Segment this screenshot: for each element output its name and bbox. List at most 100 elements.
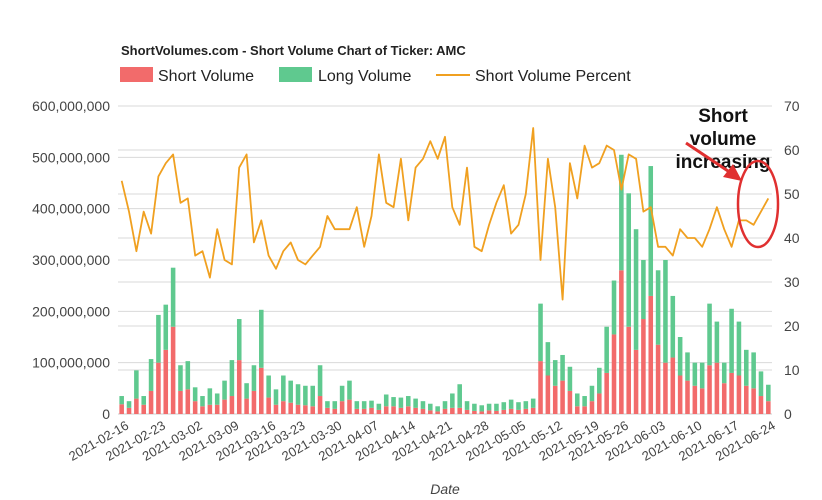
short-volume-bar [494, 410, 499, 414]
short-volume-bar [604, 372, 609, 414]
annotation: Short volume increasing [675, 106, 780, 249]
long-volume-bar [266, 375, 271, 398]
short-volume-bar [508, 408, 514, 414]
short-volume-bar [574, 406, 580, 414]
short-volume-bar [141, 404, 146, 414]
long-volume-bar [207, 388, 213, 405]
short-volume-bar [156, 362, 161, 414]
short-volume-bar [273, 404, 279, 414]
short-volume-bar [450, 407, 455, 414]
short-volume-bar [163, 349, 169, 414]
short-volume-bar [758, 396, 764, 414]
long-volume-bar [259, 309, 264, 368]
long-volume-bar [273, 389, 279, 405]
long-volume-bar [156, 314, 161, 363]
long-volume-bar [523, 401, 529, 409]
long-volume-bar [310, 385, 316, 407]
short-volume-bar [582, 406, 587, 414]
long-volume-bar [435, 406, 440, 412]
short-volume-bar [552, 385, 558, 414]
short-volume-bar [677, 375, 683, 414]
short-volume-bar [354, 408, 360, 414]
long-volume-bar [619, 154, 624, 271]
long-volume-bar [148, 359, 154, 391]
short-volume-bar [339, 401, 345, 414]
long-volume-bar [655, 270, 661, 345]
long-volume-bar [178, 365, 183, 391]
long-volume-bar [530, 398, 536, 408]
short-volume-bar [670, 357, 676, 414]
short-volume-bar [435, 411, 440, 414]
y-tick-label-right: 60 [784, 142, 800, 158]
legend-label-short-volume: Short Volume [158, 68, 254, 85]
long-volume-bar [222, 380, 227, 400]
short-volume-bar [663, 362, 668, 414]
short-volume-bar [685, 380, 690, 414]
long-volume-bar [192, 387, 198, 402]
long-volume-bar [552, 360, 558, 386]
y-axis-left: 0 100,000,000 200,000,000 300,000,000 400,00… [32, 98, 110, 422]
short-volume-bar [472, 410, 477, 414]
short-volume-bar [369, 407, 374, 414]
short-volume-bar [530, 407, 536, 414]
long-volume-bar [126, 401, 132, 408]
legend-label-long-volume: Long Volume [318, 68, 412, 85]
long-volume-bar [428, 403, 433, 411]
long-volume-bar [244, 383, 249, 399]
short-volume-bar [428, 410, 433, 414]
short-volume-bar [442, 408, 448, 414]
long-volume-bar [251, 365, 257, 391]
long-volume-bar [721, 362, 727, 384]
y-tick-label-right: 0 [784, 406, 792, 422]
long-volume-bar [200, 396, 205, 407]
short-volume-bar [611, 334, 617, 414]
long-volume-bar [699, 362, 705, 389]
short-volume-bar [134, 398, 139, 414]
short-volume-bar [383, 406, 389, 414]
long-volume-bar [464, 401, 470, 410]
short-volume-bar [744, 385, 749, 414]
long-volume-bar [508, 399, 514, 409]
long-volume-bar [611, 280, 617, 335]
short-volume-bar [721, 383, 727, 414]
short-volume-bar [405, 406, 411, 414]
short-volume-bar [391, 406, 396, 414]
annotation-arrow-head [723, 164, 742, 181]
short-volume-bar [699, 388, 705, 414]
short-volume-bar [251, 390, 257, 414]
short-volume-bar [295, 404, 301, 414]
percent-line-layer [120, 127, 770, 301]
long-volume-bar [281, 375, 286, 402]
y-tick-label-left: 500,000,000 [32, 149, 110, 165]
short-volume-bar [648, 295, 654, 414]
short-volume-bar [192, 401, 198, 414]
long-volume-bar [633, 229, 639, 350]
short-volume-bar [178, 390, 183, 414]
long-volume-bar [119, 396, 124, 405]
long-volume-bar [744, 349, 749, 386]
long-volume-bar [626, 193, 631, 327]
long-volume-bar [729, 308, 734, 373]
short-volume-bar [259, 367, 264, 414]
long-volume-bar [295, 384, 301, 405]
short-volume-bar [523, 408, 529, 414]
long-volume-bar [648, 166, 654, 296]
long-volume-bar [736, 321, 742, 376]
long-volume-bar [420, 401, 426, 409]
long-volume-bar [354, 401, 360, 409]
gridlines [118, 105, 772, 415]
long-volume-bar [332, 401, 338, 409]
short-volume-bar [236, 360, 242, 414]
short-volume-bar [281, 401, 286, 414]
long-volume-bar [582, 396, 587, 407]
long-volume-bar [405, 396, 411, 407]
short-volume-bar [479, 411, 485, 414]
long-volume-bar [714, 321, 720, 363]
y-tick-label-left: 100,000,000 [32, 355, 110, 371]
short-volume-bar [567, 390, 573, 414]
long-volume-bar [501, 402, 507, 410]
y-tick-label-right: 40 [784, 230, 800, 246]
long-volume-bar [450, 393, 455, 408]
y-tick-label-right: 50 [784, 186, 800, 202]
